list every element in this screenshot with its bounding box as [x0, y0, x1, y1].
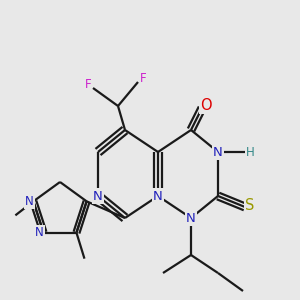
- Text: H: H: [246, 146, 254, 158]
- Text: N: N: [153, 190, 163, 202]
- Text: N: N: [186, 212, 196, 224]
- Text: F: F: [85, 79, 91, 92]
- Text: N: N: [25, 195, 34, 208]
- Text: N: N: [93, 190, 103, 202]
- Text: N: N: [213, 146, 223, 158]
- Text: F: F: [140, 73, 146, 85]
- Text: N: N: [35, 226, 44, 239]
- Text: S: S: [245, 197, 255, 212]
- Text: O: O: [200, 98, 212, 112]
